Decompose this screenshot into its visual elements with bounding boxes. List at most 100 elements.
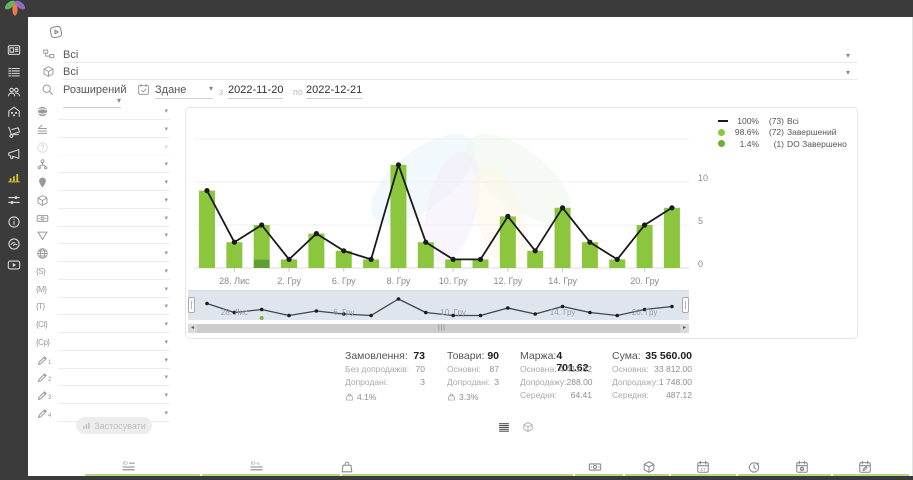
chart-plot[interactable] <box>194 108 697 284</box>
table-header-col-date-edit-icon[interactable] <box>858 460 872 474</box>
table-header-col-date-icon[interactable]: 17 <box>696 460 710 474</box>
filter-row-15[interactable]: 1 ▾ <box>34 353 174 369</box>
filter-row-10[interactable]: {S} ▾ <box>34 264 174 280</box>
stat-sub-row: Середня: 487.12 <box>612 390 692 400</box>
stat-column: Маржа: 4 701.62 Основна: 4 413.62 Допродажу:… <box>520 350 593 403</box>
filter-row-8[interactable]: ▾ <box>34 228 174 245</box>
pencil-3-icon <box>36 389 49 402</box>
stat-title: Маржа: 4 701.62 <box>520 350 589 374</box>
filter-row-2[interactable]: ▾ <box>34 122 174 138</box>
pencil-4-icon <box>36 407 49 420</box>
sidebar-item-customers[interactable] <box>7 85 21 99</box>
apply-button[interactable]: Застосувати <box>76 417 152 434</box>
brush-x-label: 20. Гру <box>631 308 658 317</box>
tag-icon[interactable] <box>49 25 63 39</box>
legend-dot-marker <box>718 128 732 136</box>
filter-row-13[interactable]: {Ct} ▾ <box>34 317 174 333</box>
table-header-col-date-in-icon[interactable] <box>795 460 809 474</box>
product-filter-caret-icon[interactable]: ▾ <box>846 68 851 77</box>
brush-x-label: 28. Лис <box>220 308 248 317</box>
filter-row-6[interactable]: ▾ <box>34 193 174 209</box>
scrollbar-grip[interactable]: ||| <box>438 325 446 331</box>
brush-handle-left[interactable] <box>188 297 195 313</box>
app-logo[interactable] <box>3 0 27 16</box>
product-filter-value[interactable]: Всі <box>63 66 79 78</box>
scroll-left-icon[interactable]: ◂ <box>188 324 197 333</box>
table-header-col-product-icon[interactable] <box>642 460 656 474</box>
sidebar-item-partners[interactable] <box>7 237 21 251</box>
sidebar-nav <box>0 17 28 476</box>
table-header-col-id-alt-icon[interactable]: ID-o <box>250 460 264 474</box>
legend-item[interactable]: 1.4% (1) DO Завершено <box>718 138 853 150</box>
sidebar-item-tutorials[interactable] <box>7 258 21 272</box>
stat-title: Товари: 90 <box>447 350 499 362</box>
sidebar-item-orders[interactable] <box>7 65 21 79</box>
legend-item[interactable]: 98.6% (72) Завершений <box>718 127 853 139</box>
brace-s-icon: {S} <box>36 266 46 276</box>
svg-text:ID: ID <box>123 461 128 467</box>
date-from-input[interactable]: 2022-11-20 <box>228 84 284 99</box>
filter-row-4[interactable]: ▾ <box>34 157 174 174</box>
x-axis-label: 10. Гру <box>438 276 468 286</box>
chart-card: 28. Лис 2. Гру 6. Гру 8. Гру 10. Гру 12. Гру 1… <box>185 107 858 339</box>
y-axis-label: 5 <box>698 216 704 226</box>
cube-icon <box>36 194 49 207</box>
banknote-icon <box>36 212 49 225</box>
table-header-underline <box>671 474 736 476</box>
sidebar-item-info[interactable] <box>7 215 21 229</box>
pin-icon <box>36 176 49 189</box>
products-view-toggle[interactable] <box>522 421 534 433</box>
table-header-col-id-icon[interactable]: ID <box>122 460 136 474</box>
filter-row-3[interactable]: ▾ <box>34 140 174 156</box>
brush-x-label: 6. Гру <box>333 308 355 317</box>
scroll-right-icon[interactable]: ▸ <box>680 324 689 333</box>
x-axis-label: 20. Гру <box>630 276 659 286</box>
stat-column: Сума: 35 560.00 Основна: 33 812.00 Допродажу… <box>612 350 692 403</box>
filter-row-5[interactable]: ▾ <box>34 175 174 191</box>
brush-handle-right[interactable] <box>682 297 689 313</box>
sidebar-item-warehouse[interactable] <box>7 105 21 119</box>
sidebar-item-automation[interactable] <box>7 193 21 207</box>
question-icon <box>36 141 49 154</box>
stat-column: Товари: 90 Основні: 87 Допродані: 3 3.3% <box>447 350 499 403</box>
legend-item[interactable]: 100% (73) Всі <box>718 115 853 127</box>
table-header-col-time-icon[interactable] <box>747 460 761 474</box>
table-header-col-money-icon[interactable] <box>588 460 602 474</box>
product-filter-underline <box>63 79 858 80</box>
stat-upsell-pct: 3.3% <box>447 390 499 403</box>
table-header-underline <box>575 474 623 476</box>
status-filter-caret-icon[interactable]: ▾ <box>846 51 851 60</box>
pencil-2-icon <box>36 371 49 384</box>
filter-row-9[interactable]: ▾ <box>34 246 174 262</box>
sidebar-item-purchases[interactable] <box>7 125 21 139</box>
chart-scrollbar[interactable]: ◂ ▸ ||| <box>188 324 689 333</box>
stat-sub-row: Основна: 33 812.00 <box>612 364 692 374</box>
search-icon[interactable] <box>41 83 54 96</box>
filter-row-1[interactable]: ▾ <box>34 104 174 120</box>
search-mode-select[interactable]: Розширений ▾ <box>63 84 126 108</box>
product-filter-icon <box>42 65 55 78</box>
filter-row-11[interactable]: {M} ▾ <box>34 282 174 298</box>
date-type-select[interactable]: Здане ▾ <box>155 84 213 99</box>
brace-ct-icon: {Ct} <box>36 320 48 329</box>
status-filter-value[interactable]: Всі <box>63 49 79 61</box>
sidebar-item-analytics[interactable] <box>7 170 21 184</box>
table-header-col-upsell-icon[interactable] <box>340 460 354 474</box>
stat-sub-row: Допродані: 3 <box>447 377 499 387</box>
brush-minichart <box>205 297 674 320</box>
sidebar-item-dashboard[interactable] <box>7 43 21 57</box>
top-header-bar <box>0 0 913 17</box>
sidebar-item-marketing[interactable] <box>7 147 21 161</box>
filter-row-14[interactable]: {Cp} ▾ <box>34 335 174 351</box>
orders-view-toggle[interactable] <box>498 421 510 433</box>
date-to-input[interactable]: 2022-12-21 <box>306 84 363 99</box>
stat-sub-row: Без допродажів: 70 <box>345 364 425 374</box>
stat-sub-row: Основні: 87 <box>447 364 499 374</box>
filter-row-16[interactable]: 2 ▾ <box>34 370 174 387</box>
brush-selection[interactable] <box>188 290 689 320</box>
filter-row-17[interactable]: 3 ▾ <box>34 388 174 404</box>
pencil-1-icon <box>36 354 49 367</box>
filter-row-12[interactable]: {T} ▾ <box>34 299 174 316</box>
filter-row-7[interactable]: ▾ <box>34 211 174 227</box>
layers-icon <box>36 123 49 136</box>
